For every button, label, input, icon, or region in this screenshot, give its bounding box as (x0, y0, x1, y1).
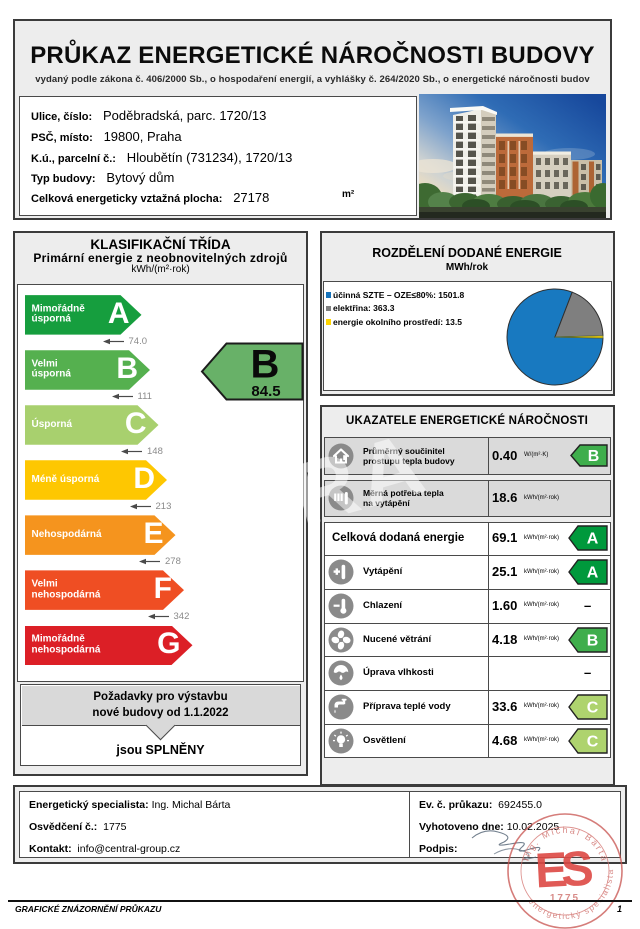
svg-text:B: B (587, 448, 599, 465)
svg-text:C: C (586, 699, 598, 716)
svg-text:B: B (586, 632, 598, 649)
svg-text:A: A (586, 565, 598, 582)
svg-text:S: S (560, 842, 595, 898)
svg-text:B: B (251, 343, 280, 387)
svg-text:84.5: 84.5 (251, 383, 280, 400)
svg-text:C: C (586, 733, 598, 750)
svg-text:1775: 1775 (550, 893, 580, 904)
svg-text:E: E (534, 843, 569, 899)
svg-text:A: A (586, 531, 598, 548)
